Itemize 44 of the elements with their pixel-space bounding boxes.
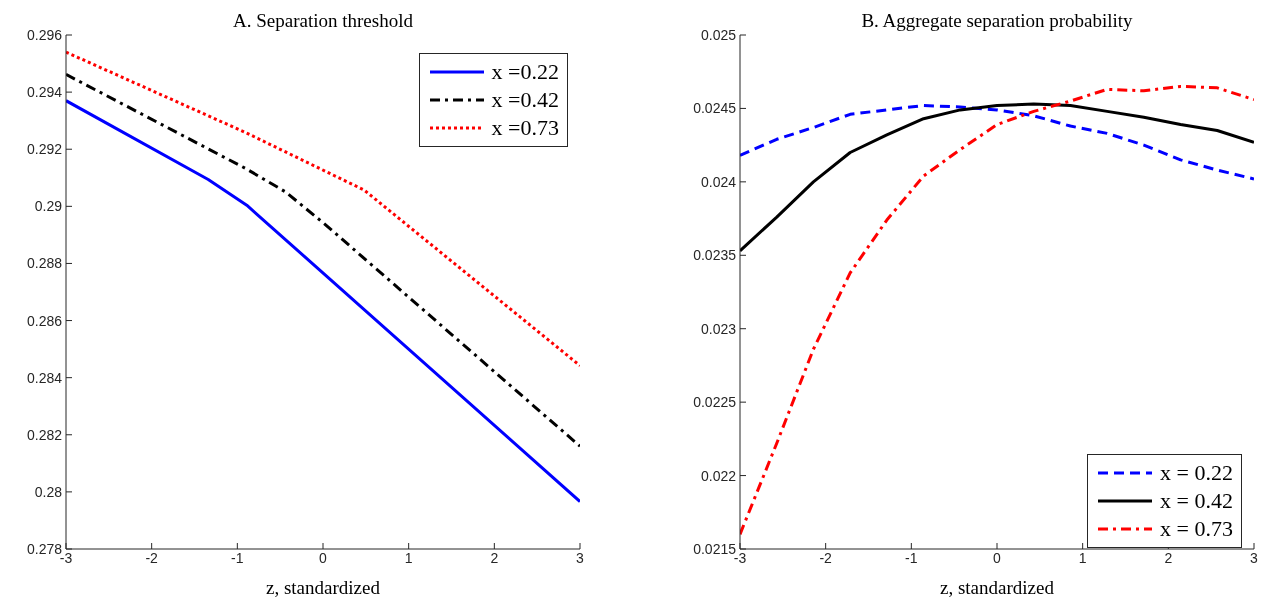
legend-label: x = 0.22	[1160, 460, 1233, 486]
legend-label: x = 0.73	[1160, 516, 1233, 542]
y-tick-label: 0.296	[26, 26, 63, 43]
y-tick-label: 0.28	[34, 483, 63, 500]
y-tick-label: 0.284	[26, 369, 63, 386]
x-tick-label: 2	[490, 549, 499, 566]
y-tick-label: 0.29	[34, 198, 63, 215]
line-series	[740, 102, 1254, 253]
x-tick-label: 3	[1250, 549, 1259, 566]
y-tick-label: 0.282	[26, 426, 63, 443]
x-tick-label: -1	[231, 549, 244, 566]
chart-title: B. Aggregate separation probability	[860, 10, 1134, 32]
y-tick-label: 0.024	[700, 173, 737, 190]
y-tick-label: 0.0215	[693, 540, 737, 557]
x-tick-label: 1	[404, 549, 413, 566]
y-tick-label: 0.286	[26, 312, 63, 329]
y-tick-label: 0.0245	[693, 100, 737, 117]
y-tick-label: 0.292	[26, 141, 63, 158]
legend-label: x =0.42	[491, 87, 559, 113]
x-axis-title: z, standardized	[940, 577, 1055, 598]
y-tick-label: 0.278	[26, 540, 63, 557]
x-tick-label: -2	[145, 549, 159, 566]
line-series	[740, 84, 1254, 536]
y-tick-label: 0.0225	[693, 394, 737, 411]
x-tick-label: 2	[1164, 549, 1173, 566]
y-tick-label: 0.023	[700, 320, 737, 337]
legend-label: x = 0.42	[1160, 488, 1233, 514]
y-tick-label: 0.022	[700, 467, 737, 484]
line-series	[66, 50, 580, 368]
x-axis-title: z, standardized	[266, 577, 381, 598]
chart-title: A. Separation threshold	[232, 10, 414, 32]
y-tick-label: 0.288	[26, 255, 63, 272]
x-tick-label: 0	[319, 549, 328, 566]
x-tick-label: -2	[819, 549, 833, 566]
x-tick-label: 0	[993, 549, 1002, 566]
x-tick-label: -1	[905, 549, 918, 566]
y-tick-label: 0.025	[700, 26, 737, 43]
line-series	[740, 103, 1254, 181]
legend-label: x =0.73	[491, 115, 559, 141]
legend-label: x =0.22	[491, 59, 559, 85]
y-tick-label: 0.0235	[693, 247, 737, 264]
y-tick-label: 0.294	[26, 84, 63, 101]
x-tick-label: 3	[576, 549, 585, 566]
x-tick-label: 1	[1078, 549, 1087, 566]
